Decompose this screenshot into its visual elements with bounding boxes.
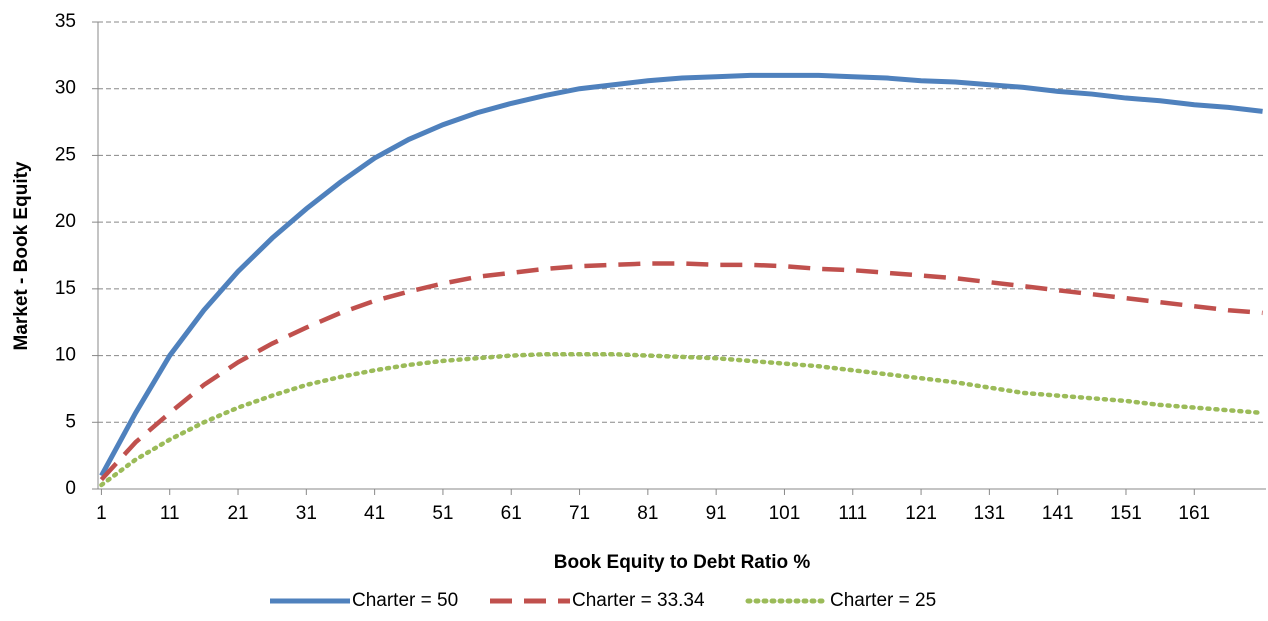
x-tick-label: 41 xyxy=(364,503,385,524)
x-tick-label: 151 xyxy=(1110,503,1142,524)
x-tick-label: 131 xyxy=(974,503,1006,524)
x-tick-label: 101 xyxy=(769,503,801,524)
y-tick-label: 5 xyxy=(65,411,76,432)
x-tick-label: 31 xyxy=(296,503,317,524)
legend-label: Charter = 33.34 xyxy=(572,590,705,611)
legend-label: Charter = 25 xyxy=(830,590,936,611)
x-tick-label: 71 xyxy=(569,503,590,524)
series-line xyxy=(99,351,1265,488)
x-tick-label: 121 xyxy=(905,503,937,524)
y-tick-label: 35 xyxy=(55,11,76,32)
x-tick-label: 141 xyxy=(1042,503,1074,524)
series-line xyxy=(99,72,1263,477)
x-tick-label: 161 xyxy=(1178,503,1210,524)
x-tick-label: 61 xyxy=(501,503,522,524)
x-tick-label: 11 xyxy=(160,503,180,524)
y-tick-label: 30 xyxy=(55,78,76,99)
y-tick-label: 15 xyxy=(55,278,76,299)
series-line xyxy=(99,261,1263,482)
legend-label: Charter = 50 xyxy=(352,590,458,611)
x-tick-label: 81 xyxy=(637,503,658,524)
y-tick-label: 0 xyxy=(65,478,76,499)
x-tick-label: 51 xyxy=(432,503,453,524)
x-tick-label: 1 xyxy=(96,503,107,524)
y-tick-label: 25 xyxy=(55,144,76,165)
x-tick-label: 21 xyxy=(227,503,248,524)
x-axis-title: Book Equity to Debt Ratio % xyxy=(554,552,811,573)
x-tick-label: 111 xyxy=(838,503,867,524)
y-axis-title: Market - Book Equity xyxy=(11,161,32,350)
x-tick-label: 91 xyxy=(706,503,727,524)
y-tick-label: 10 xyxy=(55,345,76,366)
y-tick-label: 20 xyxy=(55,211,76,232)
